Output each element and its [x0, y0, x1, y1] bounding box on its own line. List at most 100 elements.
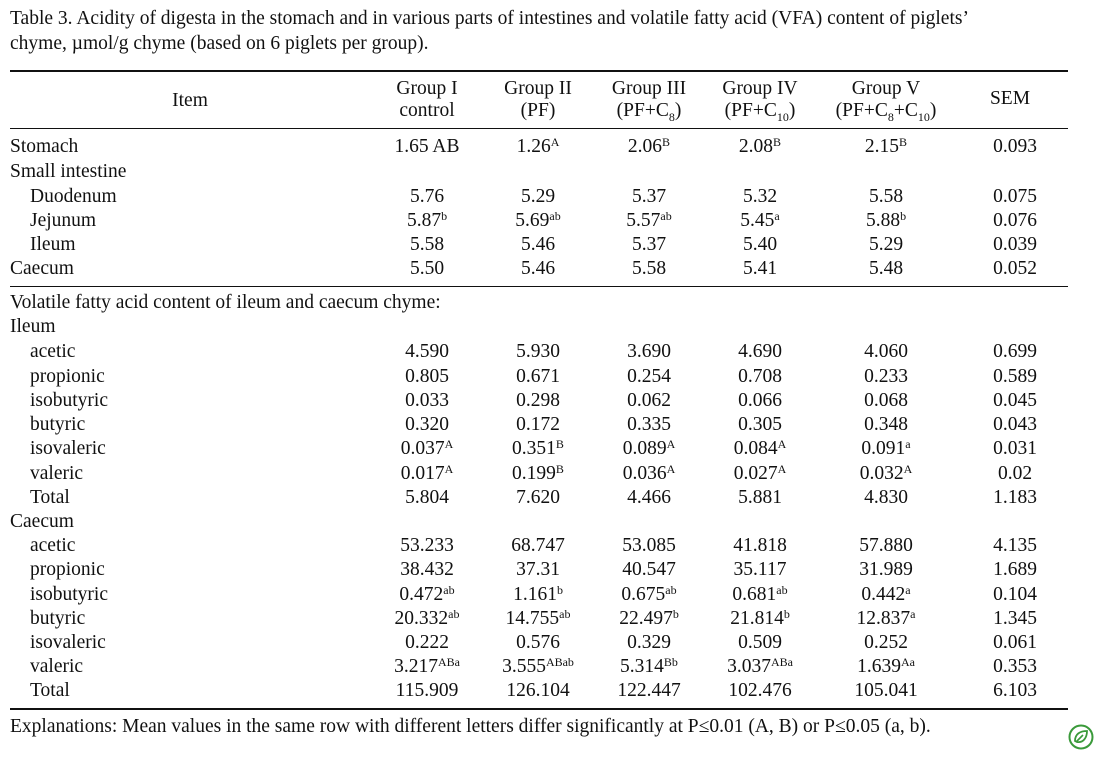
sem-cell: 0.052	[960, 257, 1070, 281]
cell-value: 0.675	[621, 583, 666, 605]
table-bottom-rule	[10, 708, 1068, 710]
row-label: valeric	[30, 656, 84, 677]
significance-superscript: A	[903, 461, 913, 476]
value-cell: 115.909	[372, 679, 482, 703]
value-cell: 0.089A	[594, 437, 704, 461]
cell-value: 41.818	[733, 535, 787, 556]
value-cell: 0.172	[483, 413, 593, 437]
cell-value: 0.104	[993, 583, 1037, 605]
value-cell: 0.329	[594, 631, 704, 655]
cell-value: 0.027	[733, 462, 778, 484]
value-cell: 5.32	[705, 185, 815, 209]
significance-superscript: b	[672, 606, 679, 621]
cell-value: 0.091	[861, 438, 906, 459]
significance-superscript: a	[905, 437, 911, 451]
value-cell: 1.65 AB	[372, 135, 482, 159]
value-cell: 5.40	[705, 233, 815, 257]
value-cell: 5.58	[831, 185, 941, 209]
cell-value: 0.089	[622, 438, 667, 459]
value-cell: 5.804	[372, 486, 482, 510]
significance-superscript: ab	[443, 582, 455, 597]
cell-value: 3.217	[394, 656, 438, 677]
significance-superscript: B	[555, 461, 564, 476]
cell-value: 0.032	[859, 462, 904, 484]
cell-value: 1.65 AB	[394, 136, 460, 157]
cell-value: 53.085	[622, 535, 676, 556]
cell-value: 4.690	[738, 341, 782, 362]
cell-value: 0.076	[993, 209, 1037, 231]
cell-value: 0.442	[861, 583, 906, 605]
value-cell: 53.233	[372, 534, 482, 558]
cell-value: 5.32	[742, 185, 778, 207]
value-cell: 0.576	[483, 631, 593, 655]
section-divider-rule	[10, 286, 1068, 288]
cell-value: 7.620	[516, 486, 560, 508]
table-row: butyric 0.320 0.172 0.335 0.305 0.348 0.043	[0, 413, 1101, 437]
row-label: Small intestine	[10, 160, 127, 182]
cell-value: 0.222	[405, 631, 449, 653]
value-cell: 0.222	[372, 631, 482, 655]
significance-superscript: B	[555, 437, 564, 451]
leaf-logo-icon	[1068, 724, 1094, 750]
row-label: acetic	[30, 535, 76, 556]
significance-superscript: b	[900, 208, 907, 223]
significance-superscript: A	[444, 437, 454, 451]
value-cell: 5.69ab	[483, 209, 593, 233]
value-cell: 0.351B	[483, 437, 593, 461]
value-cell: 0.305	[705, 413, 815, 437]
table-row: Caecum	[0, 510, 1101, 534]
value-cell: 0.091a	[831, 437, 941, 461]
cell-value: 5.58	[868, 185, 904, 207]
cell-value: 5.50	[409, 258, 445, 279]
cell-value: 4.590	[405, 341, 449, 362]
cell-value: 5.37	[631, 233, 667, 255]
cell-value: 6.103	[993, 680, 1037, 701]
value-cell: 35.117	[705, 558, 815, 582]
row-label: acetic	[30, 341, 76, 362]
value-cell: 20.332ab	[372, 607, 482, 631]
row-label: butyric	[30, 607, 86, 629]
table-row: valeric 0.017A 0.199B 0.036A 0.027A 0.032A 0.0…	[0, 462, 1101, 486]
significance-superscript: a	[910, 606, 916, 621]
cell-value: 102.476	[728, 680, 792, 701]
value-cell: 7.620	[483, 486, 593, 510]
cell-value: 5.881	[738, 486, 782, 508]
sem-cell: 0.043	[960, 413, 1070, 437]
table-row: Small intestine	[0, 160, 1101, 184]
cell-value: 20.332	[394, 607, 449, 629]
cell-value: 5.88	[865, 209, 901, 231]
header-group-4: Group IV (PF+C10)	[722, 78, 798, 124]
significance-superscript: B	[662, 135, 671, 149]
cell-value: 0.233	[864, 365, 908, 387]
cell-value: 0.062	[627, 389, 671, 411]
cell-value: 5.58	[631, 258, 667, 279]
value-cell: 37.31	[483, 558, 593, 582]
significance-superscript: A	[777, 461, 787, 476]
value-cell: 3.690	[594, 340, 704, 364]
cell-value: 0.472	[399, 583, 444, 605]
table-row: isobutyric 0.033 0.298 0.062 0.066 0.068 0.045	[0, 389, 1101, 413]
value-cell: 0.298	[483, 389, 593, 413]
value-cell: 0.252	[831, 631, 941, 655]
table-row: isovaleric 0.222 0.576 0.329 0.509 0.252 0.061	[0, 631, 1101, 655]
value-cell: 0.037A	[372, 437, 482, 461]
cell-value: 4.466	[627, 486, 671, 508]
value-cell: 5.58	[594, 257, 704, 281]
value-cell: 0.254	[594, 365, 704, 389]
table-footnote: Explanations: Mean values in the same ro…	[10, 716, 931, 737]
table-row: Ileum	[0, 315, 1101, 339]
significance-superscript: ab	[660, 208, 672, 223]
cell-value: 35.117	[733, 559, 787, 580]
value-cell: 0.681ab	[705, 583, 815, 607]
sem-cell: 1.183	[960, 486, 1070, 510]
cell-value: 0.075	[993, 185, 1037, 207]
value-cell: 1.26A	[483, 135, 593, 159]
cell-value: 0.805	[405, 365, 449, 387]
significance-superscript: b	[441, 208, 448, 223]
sem-cell: 0.353	[960, 655, 1070, 679]
cell-value: 2.15	[864, 136, 900, 157]
cell-value: 0.037	[400, 438, 445, 459]
value-cell: 5.48	[831, 257, 941, 281]
cell-value: 1.161	[513, 583, 557, 605]
value-cell: 2.06B	[594, 135, 704, 159]
